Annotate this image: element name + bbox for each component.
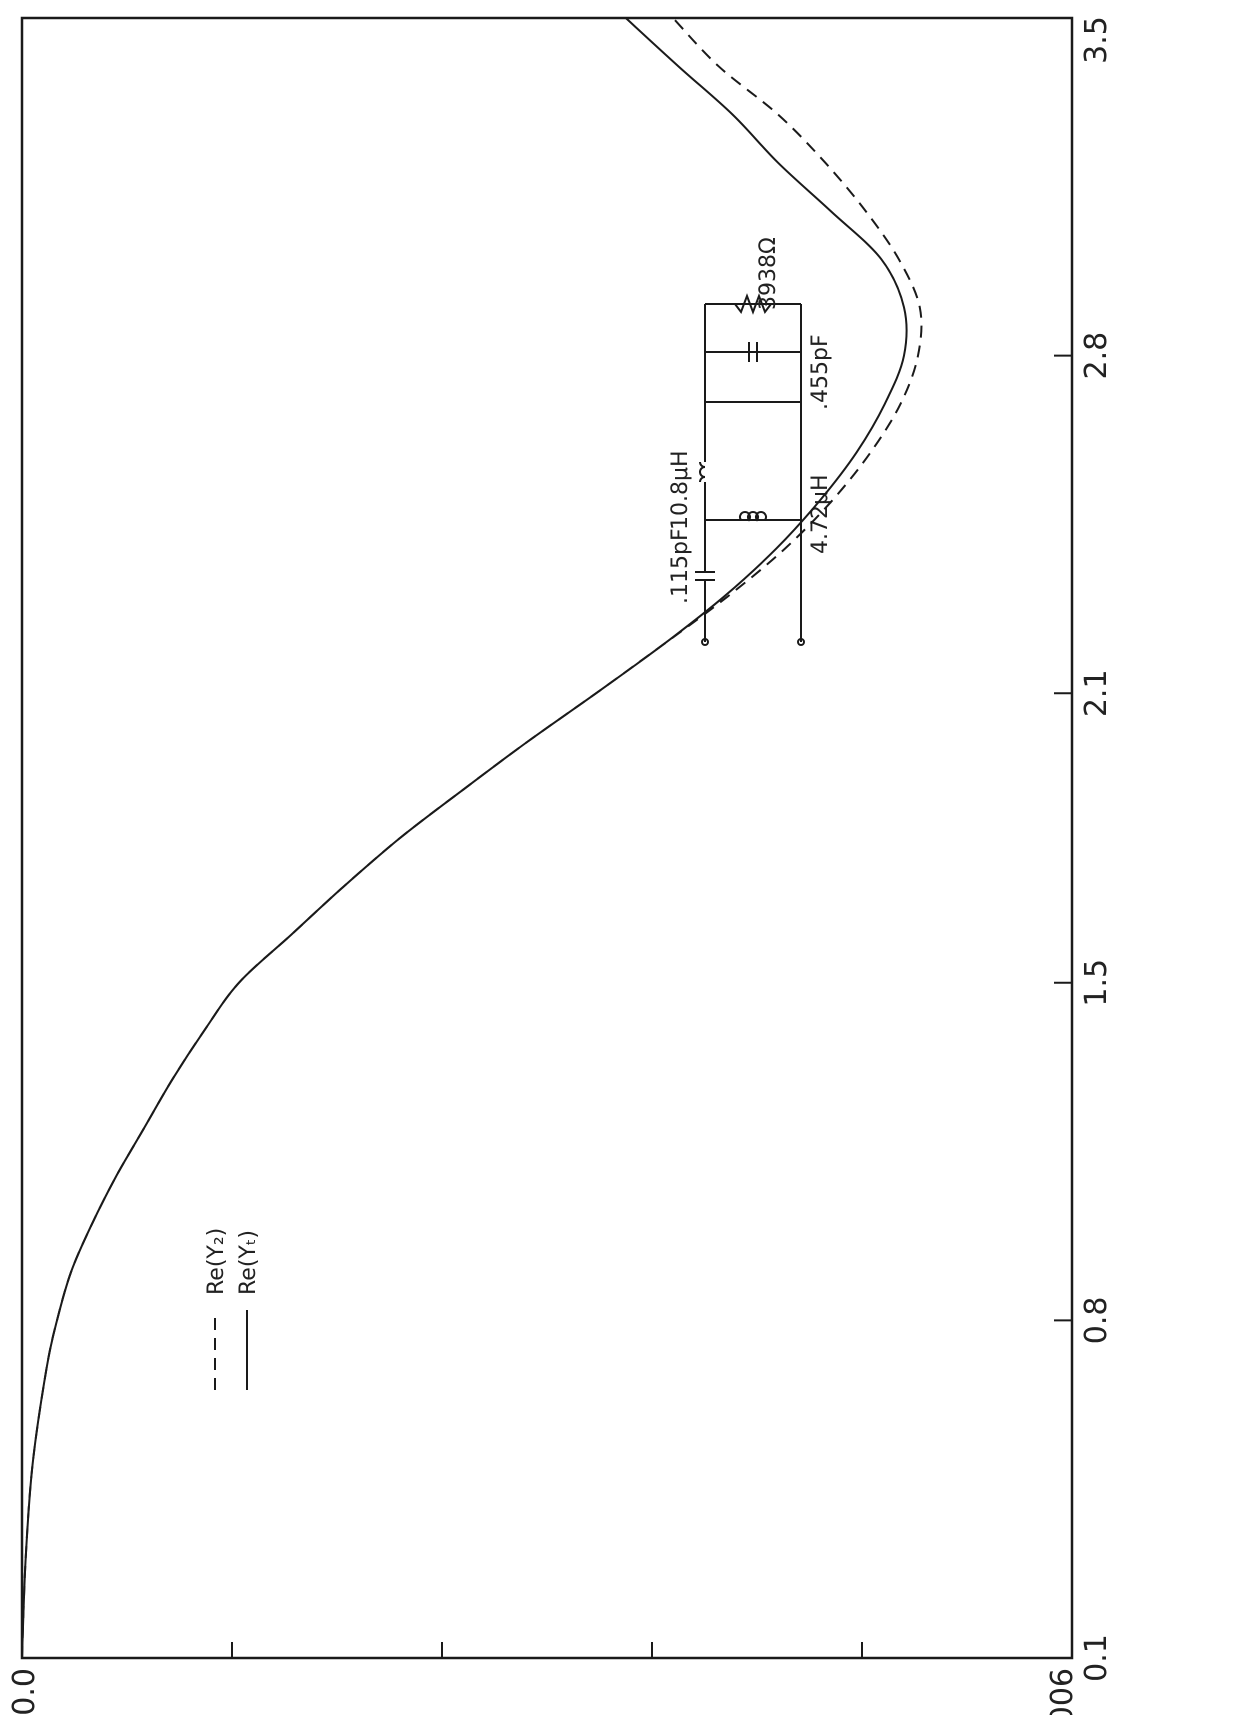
circuit-label-c1: .115pF: [668, 528, 693, 604]
legend: Re(Y₂) Re(Yₜ): [204, 1228, 261, 1390]
legend-label-re-yt: Re(Yₜ): [236, 1230, 261, 1295]
y-tick-label: .0006: [1045, 1668, 1080, 1715]
resistor-icon: [734, 293, 772, 315]
series-line-re-y2: [21, 17, 923, 1659]
x-tick-label: 3.5: [1079, 16, 1114, 64]
inductor-icon: [698, 461, 706, 483]
x-tick-label: 2.1: [1079, 669, 1114, 717]
x-tick-label: 0.8: [1079, 1296, 1114, 1344]
inductor-icon: [739, 510, 767, 522]
x-tick-label: 1.5: [1079, 959, 1114, 1007]
x-tick-label: 0.1: [1079, 1634, 1114, 1682]
x-tick-label: 2.8: [1079, 332, 1114, 380]
circuit-diagram: .115pF 10.8μH 4.72μH .455pF 3938Ω: [668, 237, 833, 646]
legend-label-re-y2: Re(Y₂): [204, 1228, 229, 1295]
circuit-label-l1: 10.8μH: [668, 450, 693, 530]
plot-frame: [20, 16, 1074, 1660]
y-tick-label: 0.0: [7, 1668, 42, 1715]
circuit-label-r: 3938Ω: [756, 237, 781, 310]
series-line-re-yt: [21, 17, 908, 1659]
circuit-label-l2: 4.72μH: [808, 474, 833, 554]
circuit-label-c2: .455pF: [808, 334, 833, 410]
